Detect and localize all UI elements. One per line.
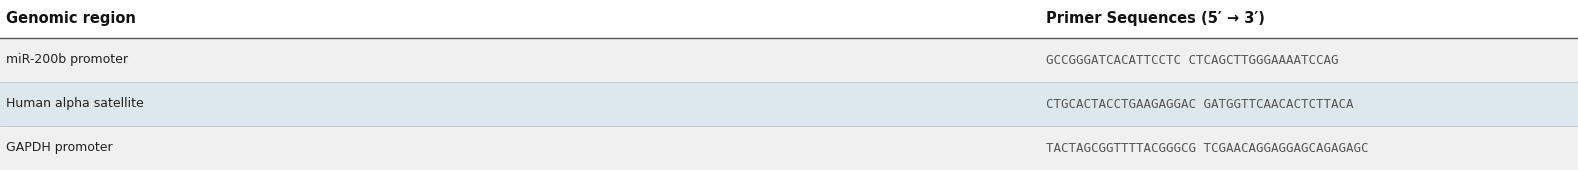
Text: GCCGGGATCACATTCCTC CTCAGCTTGGGAAAATCCAG: GCCGGGATCACATTCCTC CTCAGCTTGGGAAAATCCAG (1046, 54, 1338, 66)
Text: TACTAGCGGTTTTACGGGCG TCGAACAGGAGGAGCAGAGAGC: TACTAGCGGTTTTACGGGCG TCGAACAGGAGGAGCAGAG… (1046, 141, 1368, 155)
Bar (0, 126, 1578, 170)
Text: Human alpha satellite: Human alpha satellite (6, 98, 144, 111)
Text: Primer Sequences (5′ → 3′): Primer Sequences (5′ → 3′) (1046, 12, 1266, 27)
Bar (0, 38, 1578, 82)
Bar (0, 0, 1578, 38)
Text: miR-200b promoter: miR-200b promoter (6, 54, 128, 66)
Text: CTGCACTACCTGAAGAGGAC GATGGTTCAACACTCTTACA: CTGCACTACCTGAAGAGGAC GATGGTTCAACACTCTTAC… (1046, 98, 1354, 111)
Bar (0, 82, 1578, 126)
Text: Genomic region: Genomic region (6, 12, 136, 27)
Text: GAPDH promoter: GAPDH promoter (6, 141, 114, 155)
